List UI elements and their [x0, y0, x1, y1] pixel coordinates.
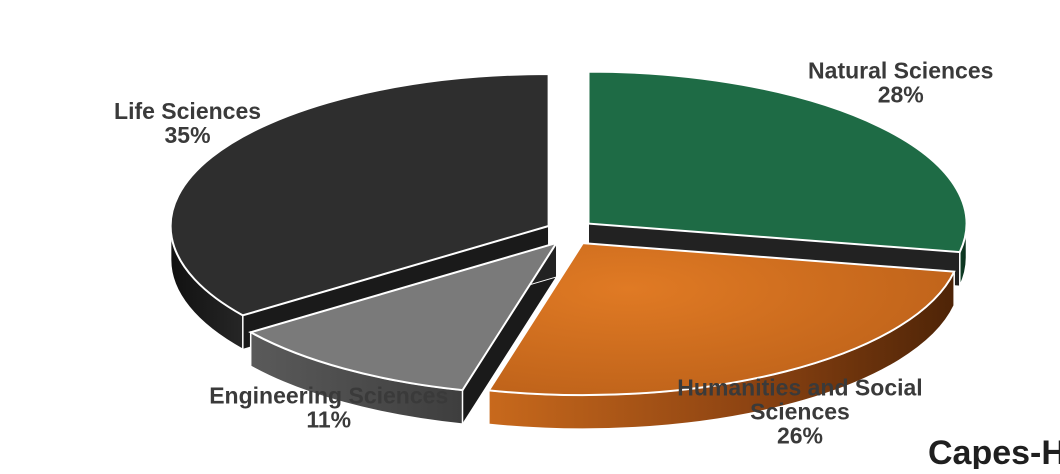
slice-name-label: Engineering Sciences	[209, 383, 448, 409]
pie-slice-humanities-social-sciences	[487, 241, 956, 430]
slice-percent-label: 28%	[878, 81, 924, 107]
pie-labels: Natural Sciences 28% Humanities and Social…	[114, 57, 993, 448]
pie-slice-top	[248, 241, 559, 392]
slice-percent-label: 11%	[306, 407, 351, 433]
pie-slice-engineering-sciences	[248, 241, 559, 426]
slice-label-natural-sciences: Natural Sciences 28%	[808, 57, 993, 107]
pie-slice-top	[487, 242, 956, 397]
slice-name-label: Sciences	[750, 398, 850, 424]
slice-label-engineering-sciences: Engineering Sciences 11%	[209, 383, 448, 433]
pie-slices	[169, 70, 968, 430]
slice-name-label: Life Sciences	[114, 98, 261, 124]
pie-slice-top	[587, 70, 968, 254]
pie-slice-top	[169, 73, 550, 317]
slice-percent-label: 35%	[165, 122, 211, 148]
chart-caption: Capes-Hu	[928, 434, 1060, 469]
slice-percent-label: 26%	[777, 422, 823, 448]
slice-label-humanities-social-sciences: Humanities and Social Sciences 26%	[677, 374, 922, 448]
slice-label-life-sciences: Life Sciences 35%	[114, 98, 261, 148]
slice-name-label: Natural Sciences	[808, 57, 993, 83]
slice-name-label: Humanities and Social	[677, 374, 922, 400]
